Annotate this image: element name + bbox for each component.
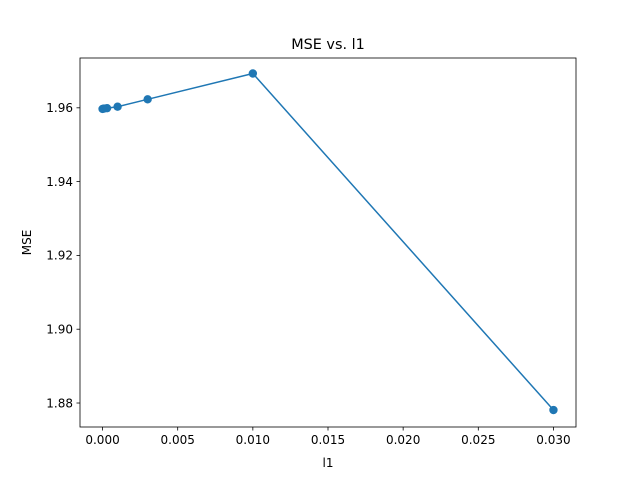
data-point [143,95,152,104]
y-tick-label: 1.90 [46,323,73,337]
data-point [113,102,122,111]
y-tick-label: 1.88 [46,396,73,410]
data-point [102,103,112,113]
y-axis-label: MSE [20,230,34,256]
x-tick-label: 0.025 [461,433,495,447]
x-tick-label: 0.005 [161,433,195,447]
x-tick-label: 0.030 [536,433,570,447]
chart-title: MSE vs. l1 [291,37,365,53]
y-tick-label: 1.92 [46,249,73,263]
y-tick-label: 1.94 [46,175,73,189]
x-tick-label: 0.010 [236,433,270,447]
y-axis: 1.88 1.90 1.92 1.94 1.96 [46,101,80,410]
x-axis-label: l1 [323,456,334,470]
x-tick-label: 0.015 [311,433,345,447]
data-point [549,405,558,415]
x-tick-label: 0.020 [386,433,420,447]
series-layer [98,69,558,415]
x-axis: 0.000 0.005 0.010 0.015 0.020 0.025 0.030 [85,427,571,447]
data-point [248,69,258,78]
y-tick-label: 1.96 [46,101,73,115]
x-tick-label: 0.000 [85,433,119,447]
